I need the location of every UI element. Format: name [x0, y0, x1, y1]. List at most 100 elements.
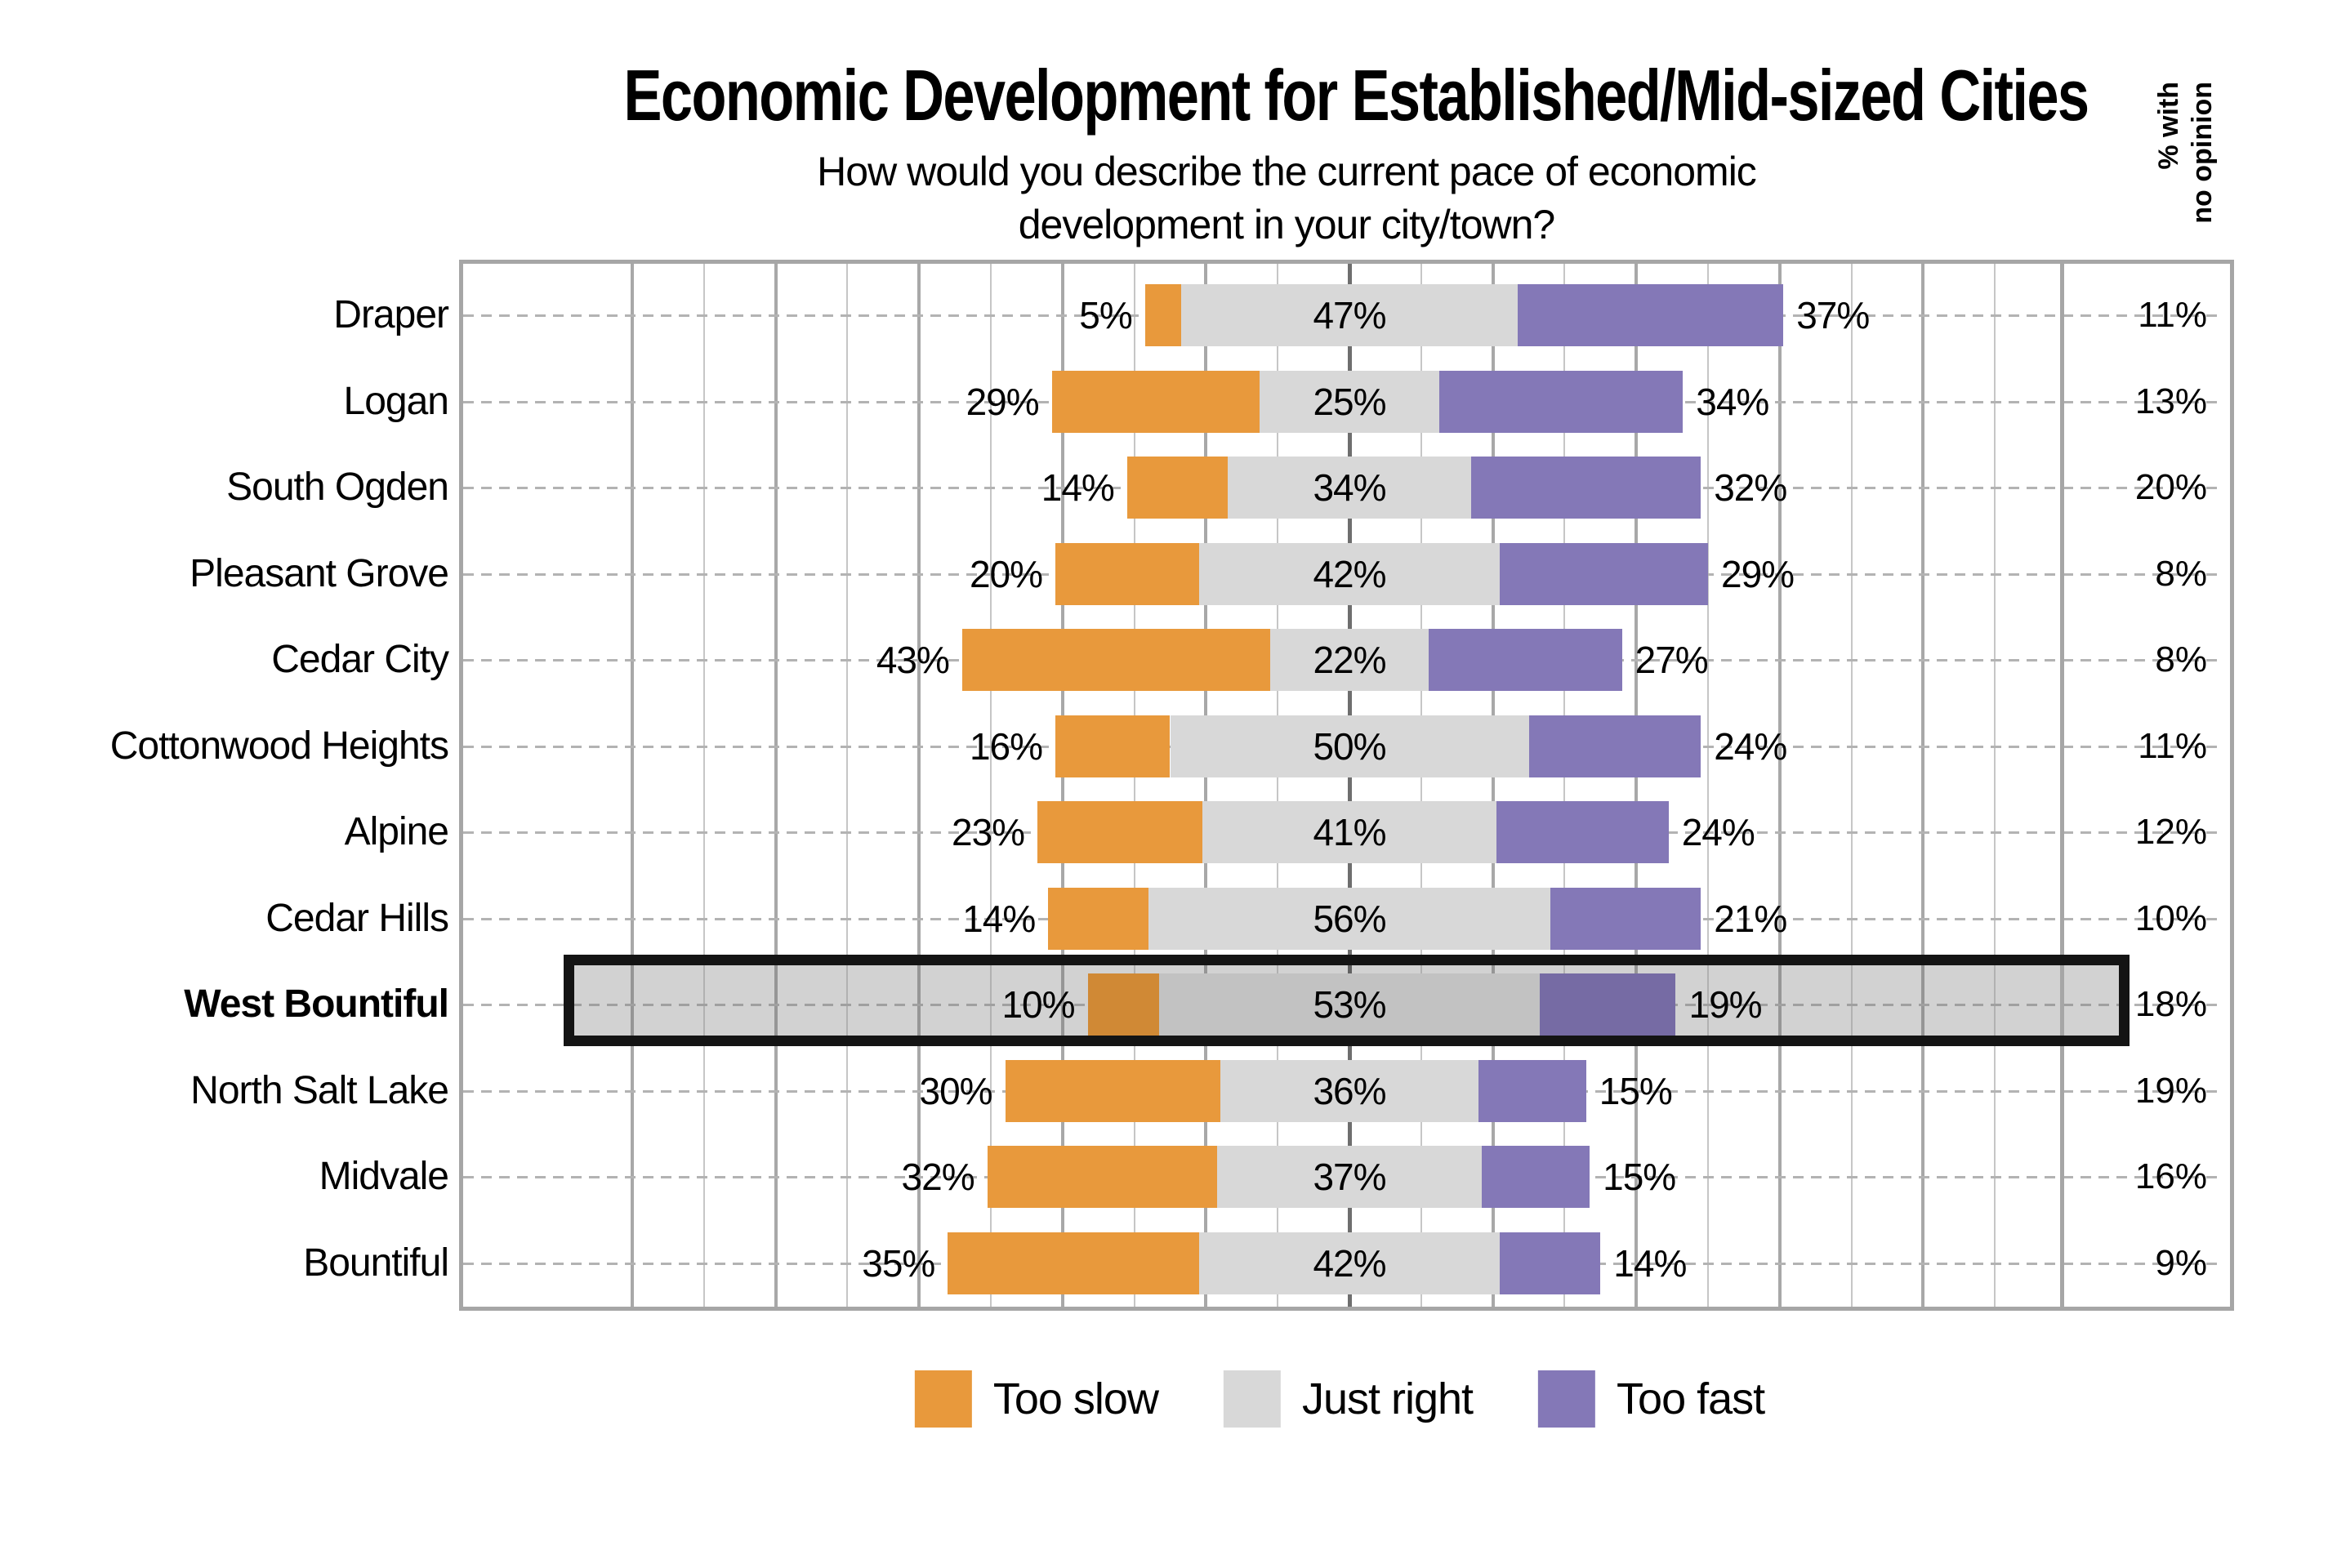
gridline [846, 264, 849, 1307]
gridline [1563, 264, 1566, 1307]
value-label-too-fast: 29% [1721, 552, 1795, 595]
bar-segment-just-right [1216, 1146, 1483, 1208]
gridline [990, 264, 992, 1307]
row-label: Cottonwood Heights [109, 724, 449, 768]
highlight-box [564, 955, 2130, 1046]
value-label-too-slow: 14% [1041, 466, 1115, 509]
bar-segment-too-slow [1005, 1059, 1220, 1122]
chart-subtitle-line1: How would you describe the current pace … [817, 149, 1757, 194]
gridline [1133, 264, 1135, 1307]
bar-segment-too-fast [1482, 1146, 1590, 1208]
no-opinion-value: 11% [2138, 725, 2207, 766]
gridline [702, 264, 705, 1307]
bar-segment-just-right [1220, 1059, 1479, 1122]
value-label-too-fast: 24% [1714, 724, 1787, 768]
value-label-too-fast: 21% [1714, 897, 1787, 940]
bar-segment-too-slow [987, 1146, 1217, 1208]
value-label-just-right: 53% [1313, 983, 1386, 1026]
gridline [631, 264, 634, 1307]
value-label-too-fast: 15% [1603, 1156, 1676, 1198]
no-opinion-value: 12% [2134, 812, 2207, 852]
value-label-too-fast: 15% [1599, 1069, 1673, 1112]
gridline [1635, 264, 1639, 1307]
row-label: Draper [333, 293, 449, 336]
value-label-just-right: 56% [1313, 897, 1386, 940]
legend-label-just-right: Just right [1301, 1374, 1474, 1423]
gridline [1204, 264, 1208, 1307]
legend-swatch-just-right [1223, 1370, 1281, 1428]
bar-segment-too-slow [948, 1232, 1199, 1294]
bar-segment-just-right [1202, 801, 1496, 863]
value-label-just-right: 22% [1313, 639, 1386, 681]
row-label: Cedar City [271, 638, 449, 681]
bar-segment-just-right [1148, 887, 1550, 950]
legend-item-too-slow: Too slow [914, 1370, 1159, 1428]
bar-segment-too-fast [1518, 284, 1784, 346]
value-label-just-right: 47% [1313, 294, 1386, 336]
value-label-too-fast: 27% [1635, 639, 1709, 681]
bar-segment-just-right [1180, 284, 1519, 346]
no-opinion-value: 16% [2134, 1156, 2207, 1196]
bar-segment-just-right [1270, 629, 1429, 691]
bar-segment-just-right [1159, 973, 1540, 1036]
legend-label-too-slow: Too slow [992, 1374, 1159, 1423]
bar-segment-too-fast [1500, 542, 1708, 605]
gridline-center [1347, 264, 1352, 1307]
gridline [1994, 264, 1996, 1307]
value-label-just-right: 42% [1313, 1241, 1386, 1285]
bar-segment-just-right [1260, 370, 1439, 433]
gridline [1777, 264, 1782, 1307]
bar-segment-too-fast [1496, 801, 1669, 863]
row-label: North Salt Lake [190, 1068, 449, 1112]
value-label-too-slow: 5% [1079, 294, 1132, 336]
value-label-too-slow: 16% [969, 724, 1043, 768]
value-label-too-slow: 35% [862, 1241, 935, 1285]
no-opinion-column-header: % with no opinion [2152, 82, 2223, 245]
gridline [774, 264, 778, 1307]
bar-segment-too-slow [1048, 887, 1149, 950]
row-label: Alpine [344, 810, 449, 853]
value-label-just-right: 42% [1313, 552, 1386, 595]
bar-segment-too-slow [1051, 370, 1260, 433]
no-opinion-header-line2: no opinion [2186, 82, 2218, 224]
bar-segment-too-slow [1037, 801, 1202, 863]
no-opinion-header-line1: % with [2153, 82, 2184, 170]
legend-item-just-right: Just right [1223, 1370, 1474, 1428]
value-label-too-slow: 23% [952, 811, 1025, 853]
value-label-just-right: 34% [1313, 466, 1386, 509]
value-label-too-fast: 34% [1696, 380, 1769, 423]
no-opinion-value: 19% [2134, 1070, 2207, 1111]
bar-segment-just-right [1227, 457, 1472, 519]
gridline [1850, 264, 1853, 1307]
legend-label-too-fast: Too fast [1617, 1374, 1765, 1423]
gridline [1060, 264, 1064, 1307]
value-label-too-slow: 10% [1001, 983, 1075, 1026]
bar-segment-too-fast [1438, 370, 1684, 433]
bar-segment-too-fast [1539, 973, 1676, 1036]
value-label-just-right: 37% [1313, 1156, 1386, 1198]
bar-segment-too-fast [1550, 887, 1701, 950]
value-label-just-right: 25% [1313, 380, 1386, 423]
bar-segment-too-slow [1055, 542, 1199, 605]
row-label: Midvale [319, 1155, 449, 1198]
value-label-too-slow: 32% [901, 1156, 975, 1198]
value-label-too-slow: 29% [966, 380, 1040, 423]
row-label: Logan [343, 379, 449, 423]
row-label: Bountiful [303, 1241, 449, 1285]
value-label-too-slow: 20% [969, 552, 1043, 595]
no-opinion-value: 20% [2134, 467, 2207, 507]
legend: Too slow Just right Too fast [914, 1370, 1765, 1428]
gridline [917, 264, 921, 1307]
row-label: Cedar Hills [265, 896, 449, 940]
gridline [1420, 264, 1422, 1307]
value-label-too-fast: 19% [1688, 983, 1762, 1026]
bar-segment-just-right [1170, 715, 1529, 777]
bar-segment-too-slow [1087, 973, 1160, 1036]
bar-segment-just-right [1198, 1232, 1501, 1294]
row-label: Pleasant Grove [190, 551, 449, 595]
bar-segment-too-fast [1528, 715, 1701, 777]
bar-segment-too-fast [1428, 629, 1622, 691]
no-opinion-value: 13% [2134, 381, 2207, 421]
bar-segment-too-fast [1478, 1059, 1586, 1122]
legend-item-too-fast: Too fast [1538, 1370, 1765, 1428]
